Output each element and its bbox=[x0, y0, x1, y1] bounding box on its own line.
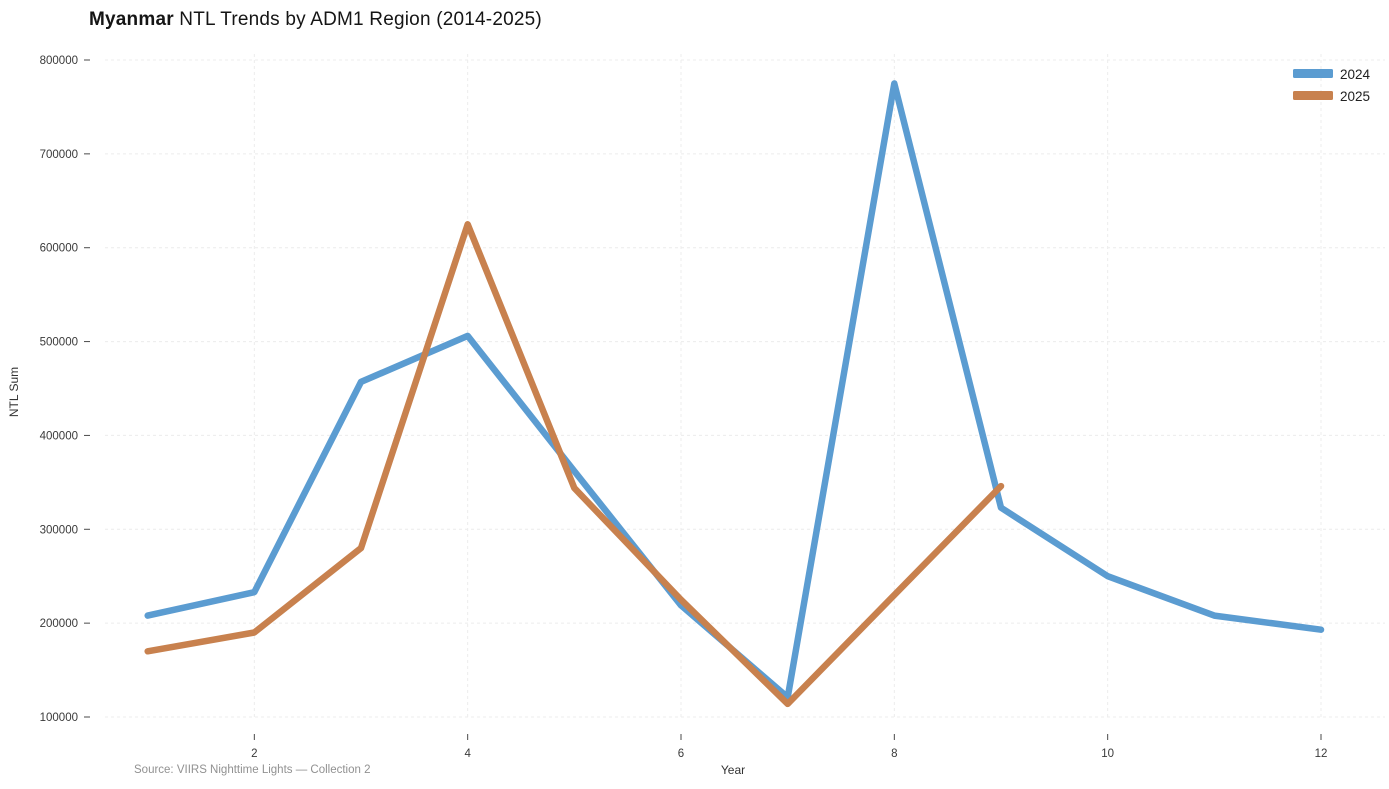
chart-title-country: Myanmar bbox=[89, 9, 174, 30]
chart-title-rest: NTL Trends by ADM1 Region (2014-2025) bbox=[173, 9, 542, 30]
y-tick-label: 600000 bbox=[40, 243, 78, 255]
legend-swatch-2024 bbox=[1293, 69, 1333, 78]
y-tick-label: 800000 bbox=[40, 55, 78, 67]
source-note: Source: VIIRS Nighttime Lights — Collect… bbox=[134, 764, 371, 776]
y-tick-label: 500000 bbox=[40, 337, 78, 349]
y-tick-label: 400000 bbox=[40, 430, 78, 442]
y-tick-label: 700000 bbox=[40, 149, 78, 161]
legend-label-2024: 2024 bbox=[1340, 67, 1371, 82]
series-line-2025 bbox=[144, 221, 1005, 708]
x-tick-label: 4 bbox=[464, 748, 471, 760]
chart-title: Myanmar NTL Trends by ADM1 Region (2014-… bbox=[89, 9, 542, 31]
y-tick-label: 200000 bbox=[40, 618, 78, 630]
legend-label-2025: 2025 bbox=[1340, 89, 1370, 104]
series-line-2024 bbox=[144, 80, 1325, 701]
x-tick-label: 2 bbox=[251, 748, 257, 760]
y-tick-label: 300000 bbox=[40, 524, 78, 536]
legend-swatch-2025 bbox=[1293, 91, 1333, 100]
x-tick-label: 10 bbox=[1101, 748, 1114, 760]
x-tick-label: 12 bbox=[1315, 748, 1328, 760]
x-tick-label: 8 bbox=[891, 748, 897, 760]
x-axis-label: Year bbox=[720, 763, 746, 777]
y-tick-label: 100000 bbox=[40, 712, 78, 724]
x-tick-label: 6 bbox=[678, 748, 684, 760]
